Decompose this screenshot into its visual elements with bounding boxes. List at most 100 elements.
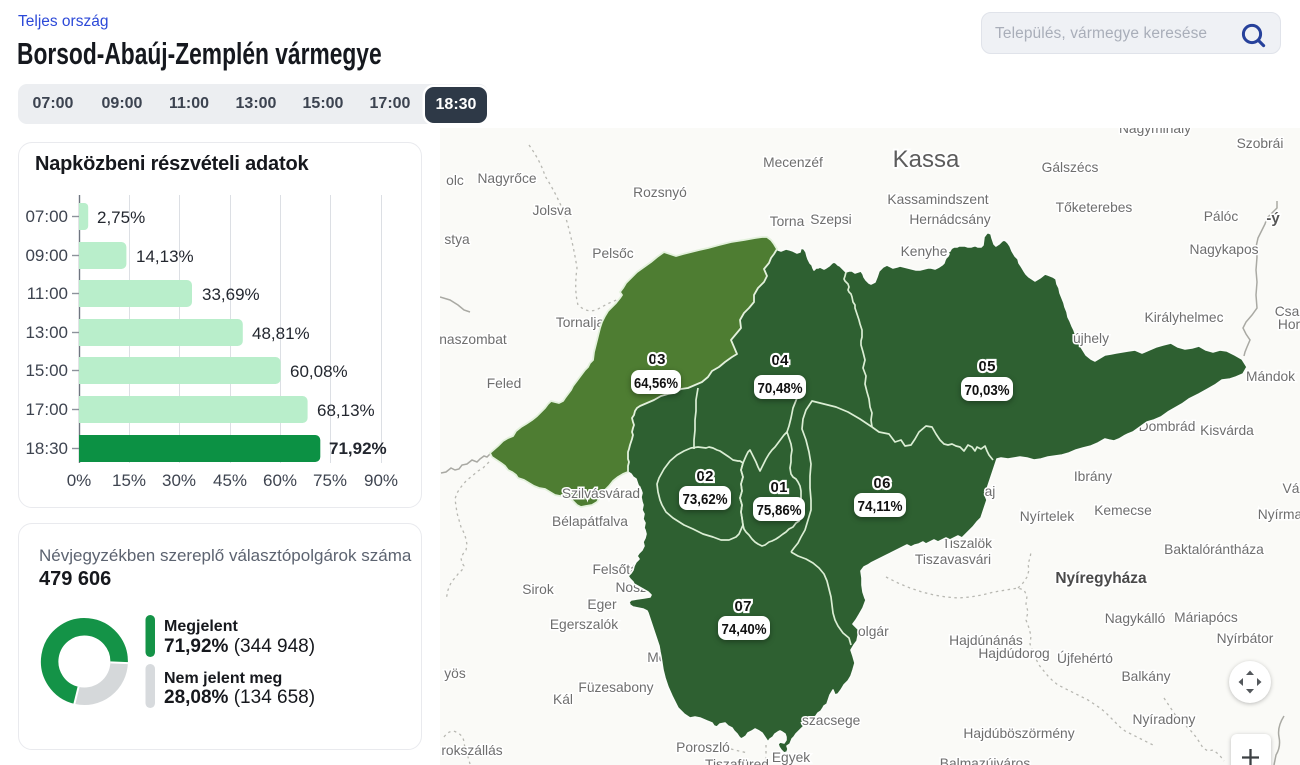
svg-text:Kenyhe: Kenyhe xyxy=(901,244,948,259)
svg-text:Tőketerebes: Tőketerebes xyxy=(1056,200,1133,215)
svg-text:04: 04 xyxy=(772,352,790,369)
svg-text:Nyírma: Nyírma xyxy=(1258,507,1300,522)
svg-text:Balmazújváros: Balmazújváros xyxy=(940,756,1031,765)
svg-text:06: 06 xyxy=(874,475,891,492)
svg-text:rokszállás: rokszállás xyxy=(441,743,502,758)
svg-text:Hajdúböszörmény: Hajdúböszörmény xyxy=(963,726,1074,741)
svg-text:Pálóc: Pálóc xyxy=(1204,209,1239,224)
svg-text:naszombat: naszombat xyxy=(440,332,507,347)
svg-text:Dombrád: Dombrád xyxy=(1139,419,1196,434)
svg-text:70,03%: 70,03% xyxy=(965,382,1010,399)
svg-text:Királyhelmec: Királyhelmec xyxy=(1145,310,1224,325)
svg-text:Szilvásvárad: Szilvásvárad xyxy=(562,486,640,501)
svg-text:Egyek: Egyek xyxy=(772,750,810,765)
svg-text:75%: 75% xyxy=(313,471,347,490)
svg-text:Szobrái: Szobrái xyxy=(1237,136,1284,151)
svg-text:Tiszafüred: Tiszafüred xyxy=(705,757,769,765)
svg-text:-ý: -ý xyxy=(1266,210,1280,227)
svg-text:03: 03 xyxy=(649,351,666,368)
svg-text:Nagyrőce: Nagyrőce xyxy=(477,171,536,186)
svg-text:Jolsva: Jolsva xyxy=(532,203,571,218)
svg-text:Hajdúdorog: Hajdúdorog xyxy=(978,646,1049,661)
svg-text:17:00: 17:00 xyxy=(25,400,68,419)
svg-text:Tiszavasvári: Tiszavasvári xyxy=(915,552,991,567)
svg-text:75,86%: 75,86% xyxy=(757,502,802,519)
svg-text:Egerszalók: Egerszalók xyxy=(550,617,618,632)
svg-text:14,13%: 14,13% xyxy=(136,247,194,266)
svg-text:30%: 30% xyxy=(162,471,196,490)
svg-text:73,62%: 73,62% xyxy=(683,491,728,508)
svg-text:05: 05 xyxy=(979,358,996,375)
svg-text:Tornalja: Tornalja xyxy=(556,315,605,330)
svg-text:07: 07 xyxy=(735,598,752,615)
svg-text:Gálszécs: Gálszécs xyxy=(1042,160,1099,175)
svg-text:Újfehértó: Újfehértó xyxy=(1057,650,1113,666)
svg-text:15:00: 15:00 xyxy=(25,361,68,380)
svg-text:Nyíradony: Nyíradony xyxy=(1133,712,1196,727)
svg-text:Nagymihály: Nagymihály xyxy=(1119,128,1191,136)
svg-text:Nyírtelek: Nyírtelek xyxy=(1020,509,1075,524)
svg-text:Nem jelent meg: Nem jelent meg xyxy=(164,670,282,687)
svg-text:Kassamindszent: Kassamindszent xyxy=(887,192,988,207)
svg-text:68,13%: 68,13% xyxy=(317,401,375,420)
svg-text:szacsege: szacsege xyxy=(802,713,861,728)
svg-text:Hernádcsány: Hernádcsány xyxy=(909,212,990,227)
svg-text:Bélapátfalva: Bélapátfalva xyxy=(552,514,628,529)
svg-text:02: 02 xyxy=(697,468,714,485)
svg-text:60%: 60% xyxy=(263,471,297,490)
svg-text:Vá: Vá xyxy=(1283,481,1300,496)
svg-text:Nagykálló: Nagykálló xyxy=(1105,611,1166,626)
svg-text:74,40%: 74,40% xyxy=(722,621,767,638)
svg-text:aj: aj xyxy=(985,484,996,499)
svg-text:Megjelent: Megjelent xyxy=(164,618,238,635)
svg-text:2,75%: 2,75% xyxy=(97,208,145,227)
svg-text:Füzesabony: Füzesabony xyxy=(578,680,653,695)
svg-text:Sirok: Sirok xyxy=(522,582,554,597)
svg-text:Rozsnyó: Rozsnyó xyxy=(633,185,687,200)
svg-text:Mándok: Mándok xyxy=(1246,369,1295,384)
svg-text:0%: 0% xyxy=(67,471,92,490)
svg-text:90%: 90% xyxy=(364,471,398,490)
svg-text:Szepsi: Szepsi xyxy=(810,212,851,227)
svg-text:Kisvárda: Kisvárda xyxy=(1200,423,1254,438)
svg-text:09:00: 09:00 xyxy=(25,246,68,265)
svg-text:74,11%: 74,11% xyxy=(858,498,903,515)
svg-text:Nyírbátor: Nyírbátor xyxy=(1217,631,1274,646)
svg-text:64,56%: 64,56% xyxy=(634,375,678,392)
svg-text:Poroszló: Poroszló xyxy=(676,740,730,755)
svg-text:15%: 15% xyxy=(112,471,146,490)
svg-text:Baktalórántháza: Baktalórántháza xyxy=(1164,542,1264,557)
svg-text:Eger: Eger xyxy=(587,597,617,612)
svg-text:71,92%: 71,92% xyxy=(329,439,387,458)
svg-text:71,92% (344 948): 71,92% (344 948) xyxy=(164,636,315,657)
svg-text:Torna: Torna xyxy=(770,214,805,229)
svg-text:yös: yös xyxy=(444,666,466,681)
svg-text:Feled: Feled xyxy=(487,376,522,391)
svg-text:33,69%: 33,69% xyxy=(202,285,260,304)
svg-text:újhely: újhely xyxy=(1073,331,1109,346)
svg-text:Nyíregyháza: Nyíregyháza xyxy=(1055,570,1147,587)
svg-text:Hor: Hor xyxy=(1278,317,1300,332)
svg-text:07:00: 07:00 xyxy=(25,207,68,226)
svg-text:Kál: Kál xyxy=(553,692,573,707)
svg-text:Máriapócs: Máriapócs xyxy=(1174,610,1238,625)
svg-text:stya: stya xyxy=(444,232,470,247)
svg-text:70,48%: 70,48% xyxy=(758,380,803,397)
svg-text:Kassa: Kassa xyxy=(893,146,960,173)
svg-text:13:00: 13:00 xyxy=(25,323,68,342)
svg-text:olc: olc xyxy=(446,173,464,188)
svg-text:Csa: Csa xyxy=(1275,304,1300,319)
svg-text:Mecenzéf: Mecenzéf xyxy=(763,155,823,170)
svg-text:18:30: 18:30 xyxy=(25,439,68,458)
svg-text:60,08%: 60,08% xyxy=(290,362,348,381)
svg-text:45%: 45% xyxy=(213,471,247,490)
svg-text:48,81%: 48,81% xyxy=(252,324,310,343)
svg-text:Hajdúnánás: Hajdúnánás xyxy=(949,633,1023,648)
svg-text:28,08% (134 658): 28,08% (134 658) xyxy=(164,687,315,708)
svg-text:Kemecse: Kemecse xyxy=(1094,503,1152,518)
svg-text:11:00: 11:00 xyxy=(27,284,68,303)
svg-text:Ibrány: Ibrány xyxy=(1074,469,1112,484)
svg-text:Balkány: Balkány xyxy=(1121,669,1170,684)
svg-text:01: 01 xyxy=(771,479,788,496)
svg-text:olgár: olgár xyxy=(858,624,889,639)
